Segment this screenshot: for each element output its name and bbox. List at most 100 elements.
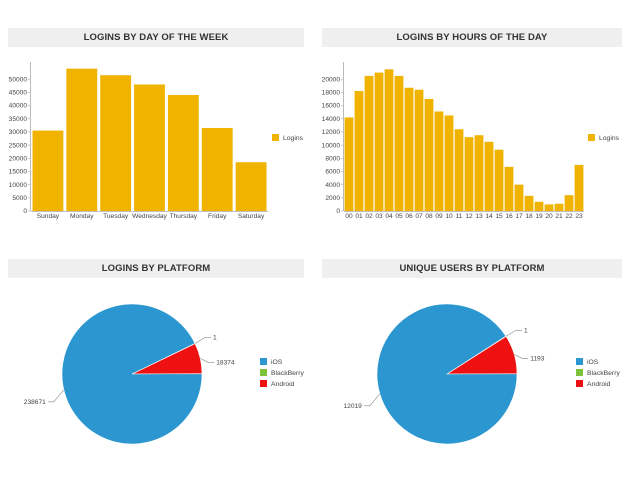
legend-swatch: [576, 369, 583, 376]
pie-value-label: 1193: [530, 356, 545, 363]
x-tick-label: 15: [495, 213, 503, 220]
x-tick-label: 16: [505, 213, 513, 220]
x-tick-label: 04: [385, 213, 393, 220]
chart-title-unique-users-by-platform: UNIQUE USERS BY PLATFORM: [322, 259, 622, 278]
y-tick-label: 35000: [9, 116, 28, 123]
y-tick-label: 15000: [9, 169, 28, 176]
chart-title-logins-by-day: LOGINS BY DAY OF THE WEEK: [8, 28, 304, 47]
x-tick-label: Sunday: [37, 213, 60, 220]
legend-label: iOS: [271, 359, 283, 366]
bar[interactable]: [544, 204, 554, 211]
x-tick-label: 23: [575, 213, 583, 220]
bar[interactable]: [66, 68, 98, 212]
pie-slice[interactable]: [376, 303, 518, 445]
bar[interactable]: [167, 95, 199, 211]
bar[interactable]: [134, 84, 165, 211]
y-tick-label: 40000: [9, 103, 28, 110]
legend-swatch: [272, 134, 279, 141]
y-tick-label: 0: [23, 208, 27, 215]
pie-leader-line: [514, 354, 529, 359]
legend-label: BlackBerry: [271, 370, 304, 377]
x-tick-label: 09: [435, 213, 443, 220]
bar[interactable]: [344, 117, 354, 211]
x-tick-label: 20: [545, 213, 553, 220]
bar[interactable]: [574, 164, 584, 211]
bar[interactable]: [434, 111, 444, 211]
x-tick-label: 18: [525, 213, 533, 220]
y-tick-label: 5000: [12, 195, 27, 202]
y-tick-label: 18000: [322, 90, 341, 97]
x-tick-label: 06: [405, 213, 413, 220]
bar[interactable]: [354, 91, 364, 211]
bar[interactable]: [494, 149, 504, 211]
x-tick-label: 19: [535, 213, 543, 220]
pie-leader-line: [200, 358, 215, 363]
bar[interactable]: [504, 166, 514, 211]
pie-slice[interactable]: [61, 303, 203, 445]
pie-leader-line: [505, 329, 522, 337]
y-tick-label: 25000: [9, 142, 28, 149]
y-tick-label: 4000: [325, 182, 340, 189]
y-tick-label: 12000: [322, 129, 341, 136]
chart-title-logins-by-platform: LOGINS BY PLATFORM: [8, 259, 304, 278]
pie-value-label: 12019: [344, 403, 363, 410]
x-tick-label: 10: [445, 213, 453, 220]
x-tick-label: 17: [515, 213, 523, 220]
bar[interactable]: [384, 69, 394, 211]
bar[interactable]: [484, 141, 494, 211]
y-tick-label: 2000: [325, 195, 340, 202]
x-tick-label: 14: [485, 213, 493, 220]
bar[interactable]: [454, 129, 464, 211]
bar[interactable]: [364, 75, 374, 212]
x-tick-label: Monday: [70, 213, 94, 220]
pie-leader-line: [363, 393, 381, 407]
x-tick-label: Saturday: [238, 213, 265, 220]
x-tick-label: Tuesday: [103, 213, 129, 220]
pie-value-label: 1: [213, 335, 217, 342]
x-tick-label: 13: [475, 213, 483, 220]
bar[interactable]: [201, 127, 233, 211]
x-tick-label: 21: [555, 213, 563, 220]
bar[interactable]: [100, 75, 132, 212]
x-tick-label: Thursday: [170, 213, 198, 220]
y-tick-label: 50000: [9, 76, 28, 83]
chart-title-logins-by-hour: LOGINS BY HOURS OF THE DAY: [322, 28, 622, 47]
pie-leader-line: [194, 337, 211, 344]
bar[interactable]: [394, 75, 404, 212]
x-tick-label: 11: [456, 213, 463, 220]
bar[interactable]: [374, 72, 384, 211]
bar[interactable]: [474, 135, 484, 211]
x-tick-label: 05: [395, 213, 403, 220]
y-tick-label: 10000: [322, 142, 341, 149]
y-tick-label: 30000: [9, 129, 28, 136]
bar[interactable]: [524, 195, 534, 211]
x-tick-label: 01: [355, 213, 363, 220]
x-tick-label: Wednesday: [132, 213, 167, 220]
bar[interactable]: [424, 98, 434, 211]
legend-swatch: [588, 134, 595, 141]
x-tick-label: Friday: [208, 213, 227, 220]
bar[interactable]: [235, 162, 267, 211]
bar[interactable]: [414, 89, 424, 211]
bar[interactable]: [32, 130, 64, 211]
y-tick-label: 45000: [9, 90, 28, 97]
y-tick-label: 8000: [325, 155, 340, 162]
y-tick-label: 16000: [322, 103, 341, 110]
legend-swatch: [260, 380, 267, 387]
bar[interactable]: [404, 87, 414, 211]
bar[interactable]: [534, 201, 544, 211]
bar[interactable]: [464, 137, 474, 211]
legend-swatch: [260, 358, 267, 365]
pie-value-label: 18374: [216, 360, 235, 367]
pie-value-label: 1: [524, 327, 528, 334]
bar[interactable]: [444, 115, 454, 211]
y-tick-label: 20000: [322, 76, 341, 83]
bar[interactable]: [554, 203, 564, 211]
x-tick-label: 00: [345, 213, 353, 220]
bar[interactable]: [564, 195, 574, 211]
legend-label: Android: [271, 381, 295, 388]
bar[interactable]: [514, 184, 524, 211]
y-tick-label: 10000: [9, 182, 28, 189]
pie-value-label: 238671: [24, 399, 46, 406]
